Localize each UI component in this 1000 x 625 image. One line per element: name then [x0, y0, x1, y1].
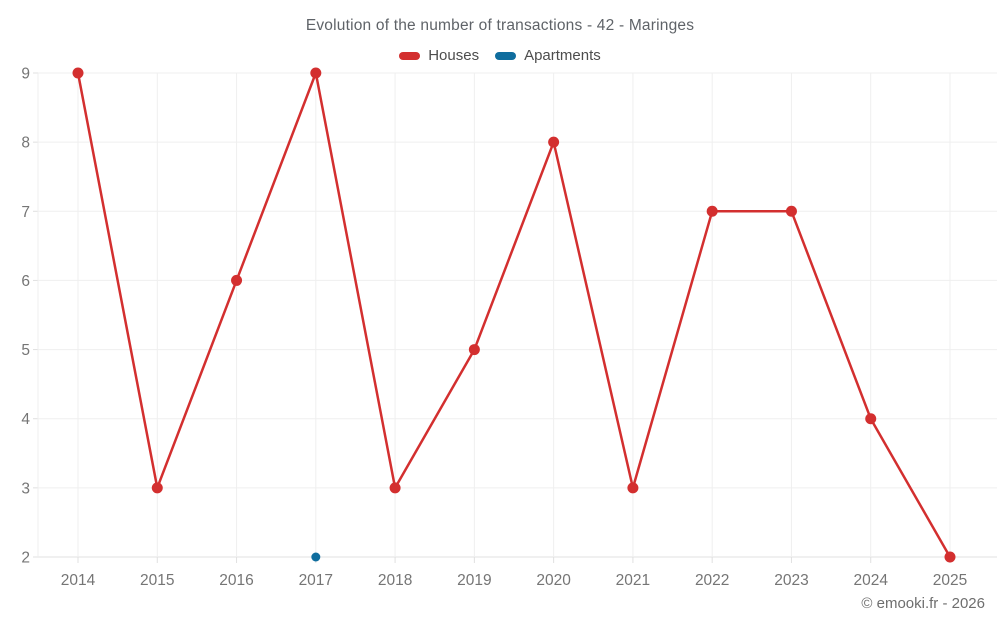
legend-label-houses: Houses	[428, 47, 480, 64]
x-tick-label: 2020	[536, 572, 571, 589]
houses-data-point[interactable]	[706, 205, 718, 217]
y-tick-label: 8	[21, 135, 30, 152]
houses-data-point[interactable]	[548, 136, 560, 148]
houses-data-point[interactable]	[310, 67, 322, 79]
x-tick-label: 2016	[219, 572, 253, 589]
y-tick-label: 6	[21, 273, 30, 290]
houses-data-point[interactable]	[785, 205, 797, 217]
apartments-legend-swatch-icon	[495, 51, 517, 60]
y-tick-label: 7	[21, 204, 30, 221]
x-tick-label: 2019	[457, 572, 491, 589]
houses-legend-swatch-icon	[399, 51, 421, 60]
x-tick-label: 2024	[853, 572, 888, 589]
y-tick-label: 2	[21, 550, 30, 567]
x-tick-label: 2018	[378, 572, 412, 589]
legend-item-apartments[interactable]: Apartments	[495, 47, 601, 64]
x-tick-label: 2023	[774, 572, 808, 589]
y-tick-label: 5	[21, 342, 30, 359]
houses-data-point[interactable]	[389, 482, 401, 494]
x-tick-label: 2022	[695, 572, 729, 589]
x-tick-label: 2014	[61, 572, 96, 589]
y-tick-label: 4	[21, 411, 30, 428]
apartments-data-point[interactable]	[311, 552, 321, 562]
houses-data-point[interactable]	[231, 274, 243, 286]
houses-data-point[interactable]	[865, 413, 877, 425]
houses-data-point[interactable]	[468, 344, 480, 356]
chart-title: Evolution of the number of transactions …	[305, 17, 695, 34]
x-tick-label: 2025	[933, 572, 967, 589]
chart-legend: Houses Apartments	[0, 47, 1000, 64]
legend-item-houses[interactable]: Houses	[399, 47, 479, 64]
x-tick-label: 2017	[299, 572, 333, 589]
copyright-credit: © emooki.fr - 2026	[861, 595, 985, 612]
houses-series-line	[76, 71, 952, 559]
houses-data-point[interactable]	[151, 482, 163, 494]
legend-label-apartments: Apartments	[524, 47, 601, 64]
y-tick-label: 3	[21, 480, 30, 497]
houses-data-point[interactable]	[627, 482, 639, 494]
x-tick-label: 2021	[616, 572, 650, 589]
y-tick-label: 9	[21, 66, 30, 83]
houses-data-point[interactable]	[72, 67, 84, 79]
houses-data-point[interactable]	[944, 551, 956, 563]
x-tick-label: 2015	[140, 572, 174, 589]
